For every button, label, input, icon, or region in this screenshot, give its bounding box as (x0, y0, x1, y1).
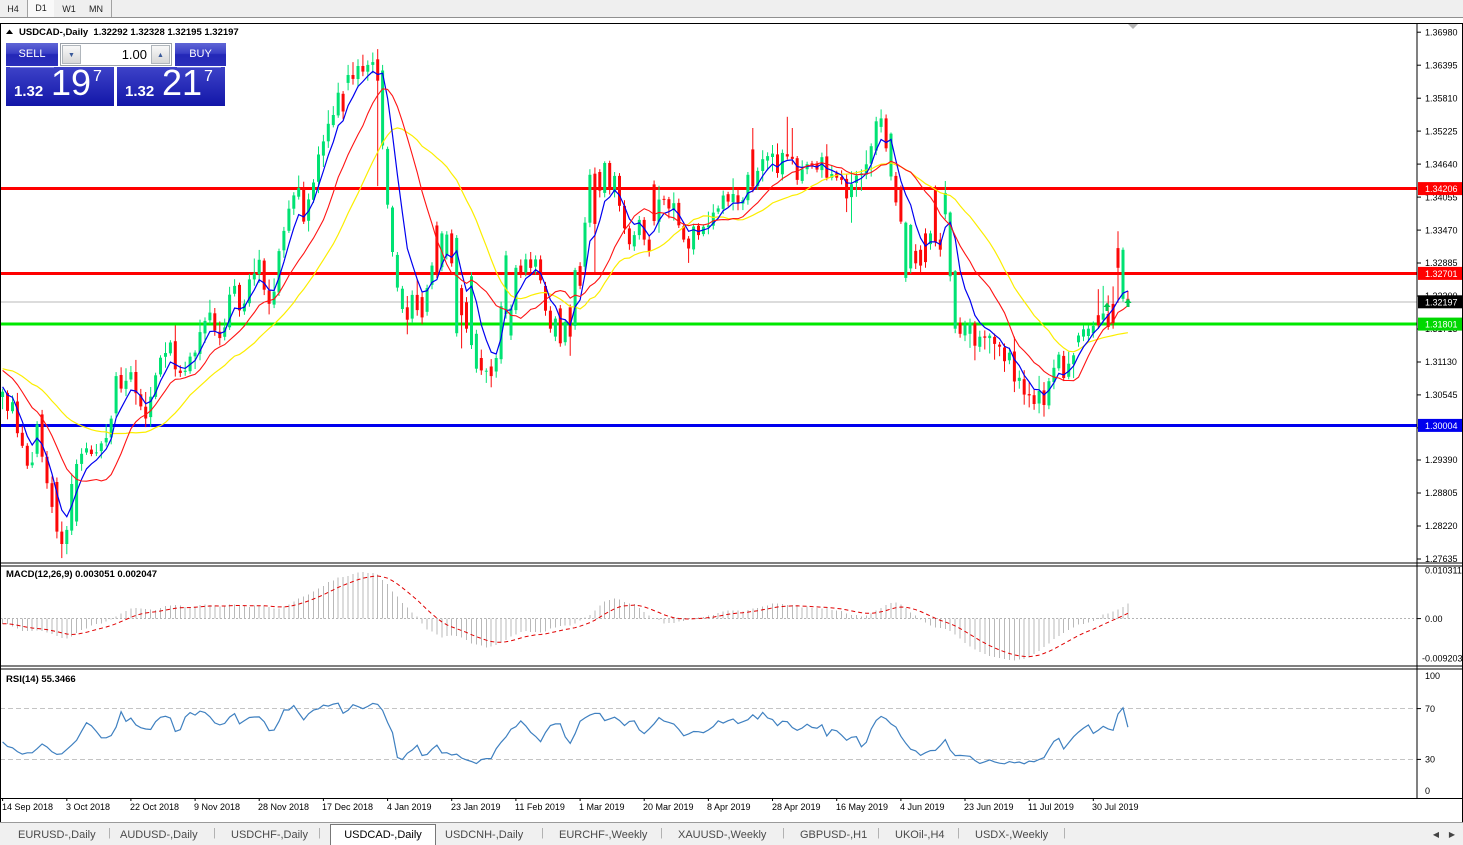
svg-text:1.28220: 1.28220 (1425, 521, 1458, 531)
svg-text:1.35225: 1.35225 (1425, 126, 1458, 136)
svg-text:17 Dec 2018: 17 Dec 2018 (322, 802, 373, 812)
svg-text:70: 70 (1425, 704, 1435, 714)
svg-text:8 Apr 2019: 8 Apr 2019 (707, 802, 751, 812)
svg-text:11 Feb 2019: 11 Feb 2019 (515, 802, 565, 812)
svg-text:RSI(14) 55.3466: RSI(14) 55.3466 (6, 674, 76, 685)
svg-text:23 Jun 2019: 23 Jun 2019 (964, 802, 1014, 812)
svg-text:16 May 2019: 16 May 2019 (836, 802, 888, 812)
svg-text:1.28805: 1.28805 (1425, 488, 1458, 498)
svg-text:1.36980: 1.36980 (1425, 27, 1458, 37)
svg-text:9 Nov 2018: 9 Nov 2018 (194, 802, 240, 812)
svg-text:1.32701: 1.32701 (1425, 269, 1458, 279)
svg-text:1.34640: 1.34640 (1425, 159, 1458, 169)
svg-text:MACD(12,26,9) 0.003051 0.00204: MACD(12,26,9) 0.003051 0.002047 (6, 569, 157, 580)
svg-text:1 Mar 2019: 1 Mar 2019 (579, 802, 625, 812)
svg-text:1.30004: 1.30004 (1425, 421, 1458, 431)
svg-text:30 Jul 2019: 30 Jul 2019 (1092, 802, 1139, 812)
svg-text:1.32197: 1.32197 (1425, 297, 1458, 307)
svg-text:1.27635: 1.27635 (1425, 554, 1458, 564)
svg-text:23 Jan 2019: 23 Jan 2019 (451, 802, 501, 812)
svg-text:1.34206: 1.34206 (1425, 184, 1458, 194)
svg-text:14 Sep 2018: 14 Sep 2018 (2, 802, 53, 812)
svg-text:0.00: 0.00 (1425, 614, 1443, 624)
svg-text:1.33470: 1.33470 (1425, 225, 1458, 235)
svg-text:22 Oct 2018: 22 Oct 2018 (130, 802, 179, 812)
svg-text:1.31801: 1.31801 (1425, 320, 1458, 330)
svg-text:30: 30 (1425, 755, 1435, 765)
svg-text:1.31130: 1.31130 (1425, 357, 1457, 367)
svg-text:USDCAD-,Daily 1.32292 1.32328: USDCAD-,Daily 1.32292 1.32328 1.32195 1.… (19, 27, 239, 38)
svg-text:28 Nov 2018: 28 Nov 2018 (258, 802, 309, 812)
svg-text:3 Oct 2018: 3 Oct 2018 (66, 802, 110, 812)
svg-text:1.34055: 1.34055 (1425, 192, 1458, 202)
svg-text:20 Mar 2019: 20 Mar 2019 (643, 802, 694, 812)
svg-text:0: 0 (1425, 786, 1430, 796)
svg-text:1.29390: 1.29390 (1425, 455, 1458, 465)
svg-text:-0.009203: -0.009203 (1422, 654, 1463, 664)
svg-text:4 Jan 2019: 4 Jan 2019 (387, 802, 432, 812)
svg-text:28 Apr 2019: 28 Apr 2019 (772, 802, 821, 812)
svg-text:1.32885: 1.32885 (1425, 258, 1458, 268)
svg-text:1.36395: 1.36395 (1425, 60, 1458, 70)
svg-text:1.30545: 1.30545 (1425, 390, 1458, 400)
svg-text:4 Jun 2019: 4 Jun 2019 (900, 802, 945, 812)
svg-text:0.010311: 0.010311 (1425, 566, 1462, 576)
svg-text:100: 100 (1425, 671, 1440, 681)
svg-text:11 Jul 2019: 11 Jul 2019 (1028, 802, 1074, 812)
svg-text:1.35810: 1.35810 (1425, 93, 1458, 103)
